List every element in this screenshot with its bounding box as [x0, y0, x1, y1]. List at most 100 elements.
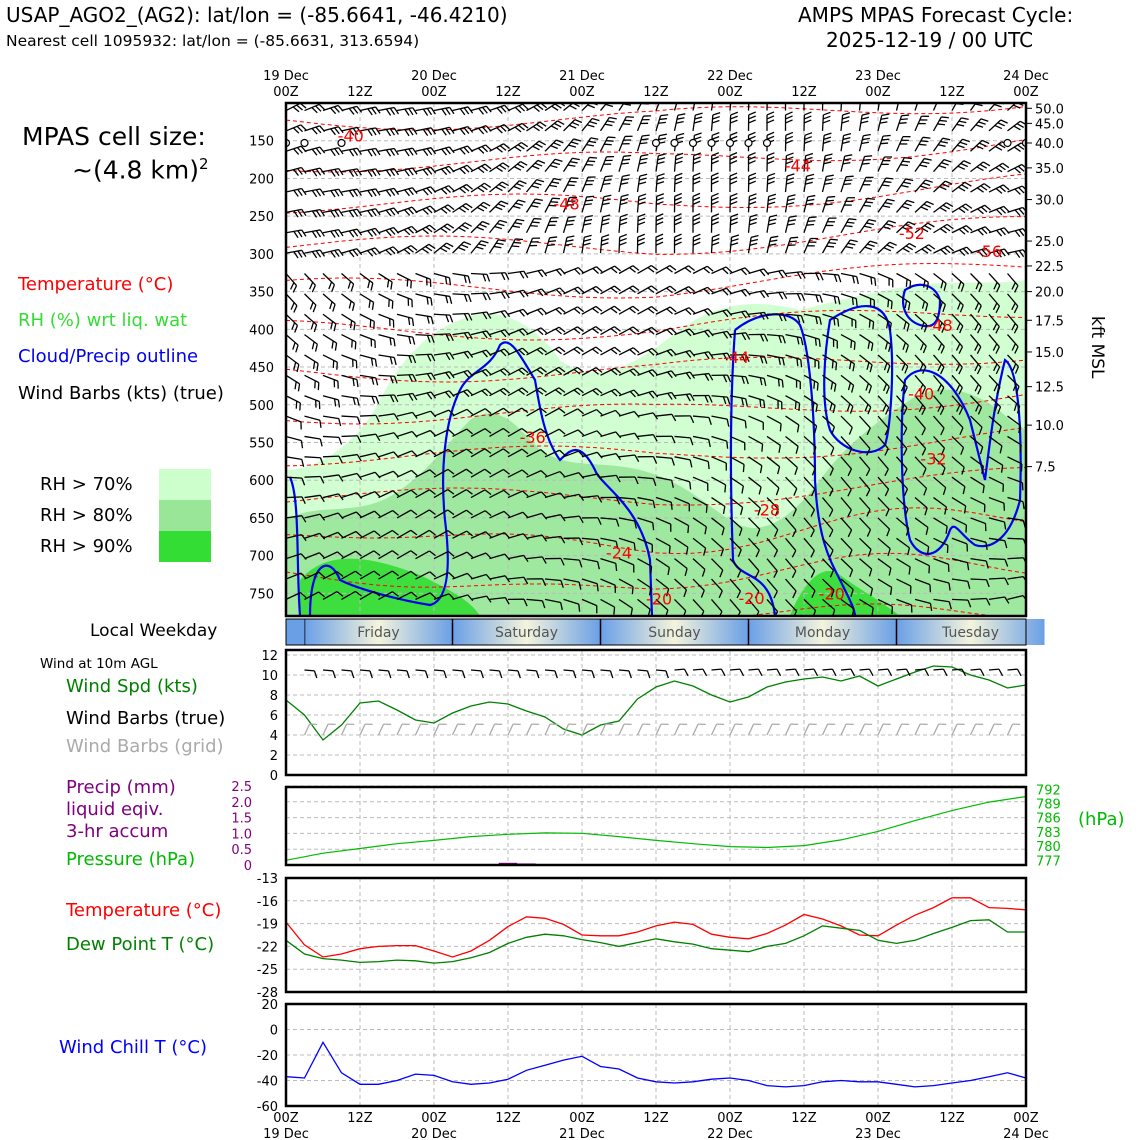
wind-barb-929 [970, 183, 991, 193]
wind-barb-748 [822, 578, 835, 598]
wind-barb-395 [563, 515, 584, 524]
wind-barb-469 [618, 496, 638, 507]
wind-barb-104 [359, 188, 381, 198]
wind-barb-78 [341, 168, 362, 177]
wind-barb-922 [951, 558, 970, 571]
wind-barb-248 [452, 572, 474, 580]
wind-barb-931 [970, 226, 992, 236]
wind-barb-385 [563, 306, 584, 315]
wind-barb-1018 [1025, 476, 1026, 482]
wind-barb-523 [655, 578, 670, 597]
wind-barb-396 [563, 537, 584, 546]
wind10-grid-barb-30 [470, 723, 484, 736]
wind-barb-608 [729, 267, 751, 276]
wind-barb-575 [710, 103, 721, 111]
kft-tick-4: 30.0 [1035, 194, 1064, 209]
cycle-date: 2025-12-19 / 00 UTC [826, 28, 1034, 52]
wind-barb-419 [581, 495, 603, 503]
wind10-barb-21 [415, 669, 429, 679]
wind-barb-258 [470, 272, 491, 282]
wind-barb-845 [896, 517, 910, 536]
wind-barb-6 [286, 229, 307, 239]
pressure-tick-1: 200 [249, 172, 274, 187]
wind-barb-44 [304, 494, 325, 503]
wind-barb-618 [729, 476, 744, 494]
wind-barb-389 [563, 387, 584, 397]
wind-barb-715 [803, 415, 818, 434]
wind-barb-812 [877, 354, 891, 374]
wind-barb-187 [415, 353, 436, 362]
wind-barb-791 [859, 436, 871, 456]
wind-barb-1007 [1025, 249, 1026, 254]
wind-barb-771 [840, 537, 853, 558]
wind-barb-108 [359, 272, 374, 291]
wind-barb-162 [396, 354, 417, 364]
wind-barb-732 [821, 238, 838, 254]
legend-dewpoint: Dew Point T (°C) [66, 934, 215, 955]
wind-barb-713 [803, 374, 819, 391]
wind-barb-454 [618, 174, 630, 193]
wind-barb-930 [970, 204, 992, 215]
wind-barb-30 [304, 208, 325, 218]
wind-barb-767 [840, 456, 853, 477]
wind-barb-806 [877, 220, 896, 234]
wind-barb-728 [821, 153, 833, 172]
wind-barb-155 [396, 206, 418, 216]
wind-barb-41 [304, 435, 323, 447]
wind-barb-565 [692, 415, 712, 425]
wind10-barb-63 [674, 668, 689, 677]
wind10-grid-barb-72 [729, 723, 743, 736]
wind-barb-557 [692, 233, 701, 254]
wind-barb-914 [951, 395, 964, 415]
wind-barb-189 [415, 391, 437, 400]
wind10-barb-39 [526, 669, 540, 679]
wind-barb-423 [581, 578, 599, 592]
wind-barb-482 [636, 233, 646, 254]
wind-barb-873 [914, 578, 932, 593]
wind-barb-856 [914, 222, 935, 234]
wind10-grid-barb-90 [840, 723, 854, 736]
wind-barb-607 [729, 234, 740, 254]
wind-barb-225 [452, 106, 474, 116]
wind10-grid-barb-78 [766, 723, 780, 736]
wind-barb-346 [526, 534, 548, 542]
wind-barb-650 [766, 103, 775, 111]
top-hour-3: 12Z [495, 85, 521, 100]
wind-barb-247 [452, 551, 474, 560]
wind-barb-354 [544, 178, 562, 193]
wind-barb-695 [785, 517, 797, 538]
wind-barb-207 [433, 242, 454, 254]
wind-barb-810 [877, 313, 892, 331]
wind-barb-341 [526, 428, 547, 438]
wind-barb-397 [563, 558, 583, 568]
wind-barb-243 [452, 468, 473, 478]
wind-barb-821 [877, 537, 891, 557]
wind-barb-897 [933, 558, 950, 572]
wind-barb-948 [970, 578, 990, 588]
wind10-barb-54 [618, 669, 632, 679]
wind-barb-404 [581, 176, 596, 193]
wind-barb-517 [655, 456, 675, 466]
wind-barb-206 [433, 223, 455, 234]
wind-barb-706 [803, 216, 817, 233]
wind-barb-428 [599, 155, 615, 172]
top-hour-10: 00Z [1013, 85, 1039, 100]
wind-barb-954 [988, 184, 1010, 194]
wind-barb-635 [748, 311, 769, 320]
wind-barb-648 [748, 578, 760, 599]
wind-barb-298 [489, 575, 511, 583]
wind-barb-254 [470, 182, 492, 193]
wind-barb-361 [544, 326, 566, 336]
wind10-barb-57 [637, 669, 651, 679]
wind-barb-281 [488, 219, 508, 234]
wind-barb-461 [618, 326, 640, 336]
wind-barb-737 [822, 354, 838, 371]
wind-barb-752 [840, 133, 852, 152]
wind-barb-879 [933, 180, 953, 193]
wind-barb-199 [415, 592, 437, 600]
wind-barb-60 [322, 313, 337, 332]
wind-barb-456 [618, 213, 628, 233]
wind-barb-657 [766, 235, 779, 254]
cycle-title: AMPS MPAS Forecast Cycle: [798, 3, 1074, 27]
wind-barb-594 [711, 497, 726, 514]
